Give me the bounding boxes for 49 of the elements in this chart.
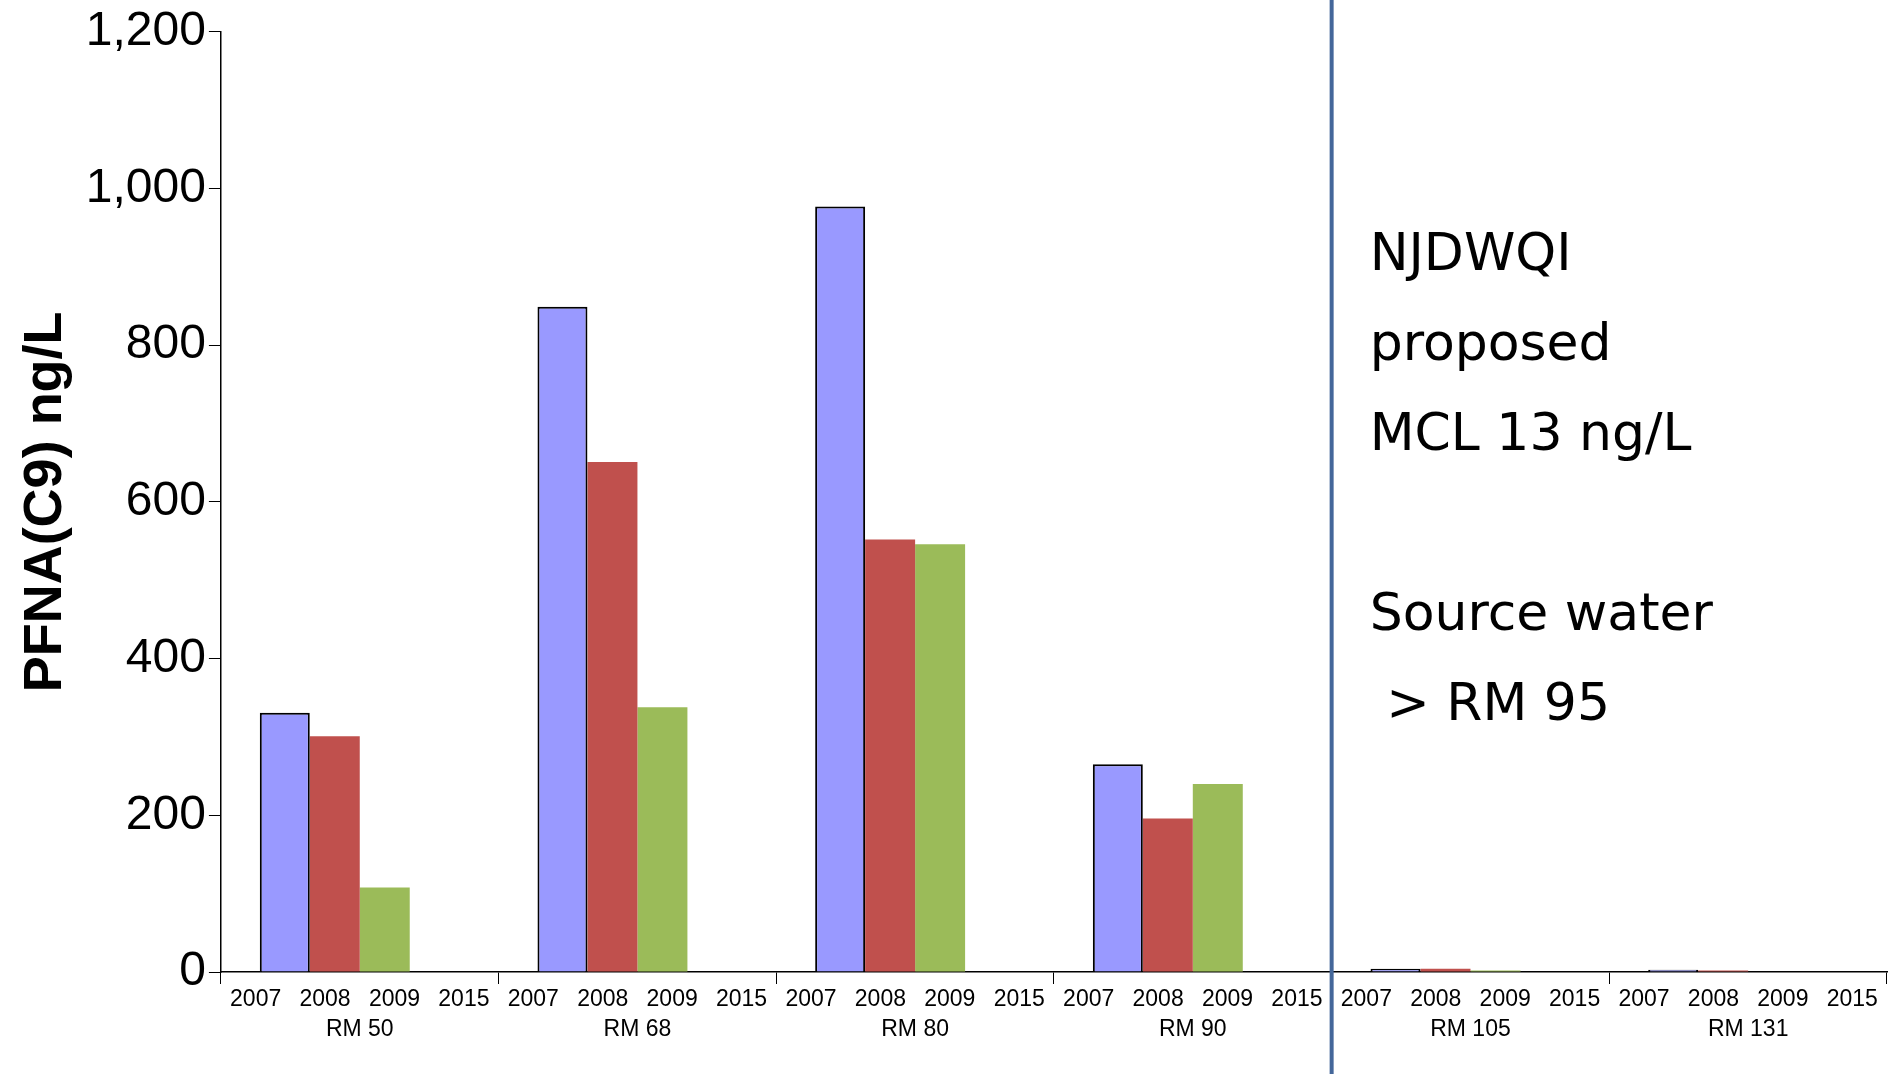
text: 2007	[1340, 984, 1392, 1011]
y-tick-label: 400	[125, 628, 206, 682]
text: 2007	[1063, 984, 1115, 1011]
bar	[865, 539, 916, 972]
text: 2015	[1271, 984, 1323, 1011]
y-axis-title: PFNA(C9) ng/L	[12, 311, 73, 693]
text: 2009	[924, 984, 976, 1011]
text: 2009	[646, 984, 698, 1011]
bar	[1142, 818, 1193, 972]
x-tick-label: RM 68	[603, 1014, 672, 1041]
text: 2009	[1479, 984, 1531, 1011]
text: 2008	[1687, 984, 1740, 1011]
text: 2015	[438, 984, 490, 1011]
series-label: 2008	[299, 984, 351, 1011]
text: 2007	[507, 984, 559, 1011]
x-tick-label: RM 50	[325, 1014, 394, 1041]
text: 2015	[1549, 984, 1601, 1011]
y-tick-label: 600	[125, 472, 206, 526]
text: 2008	[1410, 984, 1462, 1011]
text: 2015	[1826, 984, 1878, 1011]
bar	[1192, 783, 1243, 972]
y-tick-label: 0	[179, 942, 206, 996]
text: 2009	[1757, 984, 1809, 1011]
text: 2009	[1201, 984, 1254, 1011]
bar	[1420, 968, 1471, 972]
annotation: Source water > RM 95	[1369, 582, 1714, 732]
bar	[587, 461, 638, 972]
bar	[359, 887, 410, 972]
bar	[637, 707, 688, 972]
y-tick-label: 200	[125, 785, 206, 839]
x-tick-label: RM 105	[1430, 1014, 1511, 1041]
text: 2007	[1618, 984, 1670, 1011]
series-label: 2007	[230, 984, 282, 1011]
text: 2008	[577, 984, 629, 1011]
bar	[309, 736, 360, 972]
text: 2008	[1132, 984, 1184, 1011]
text: 2015	[715, 984, 768, 1011]
y-tick-label: 1,200	[85, 2, 206, 56]
series-label: 2009	[368, 984, 421, 1011]
annotation: NJDWQI proposed MCL 13 ng/L	[1369, 222, 1692, 462]
x-tick-label: RM 131	[1707, 1014, 1789, 1041]
text: 2015	[993, 984, 1045, 1011]
x-tick-label: RM 90	[1158, 1014, 1227, 1041]
bar	[915, 544, 966, 972]
text: 2008	[854, 984, 906, 1011]
y-tick-label: 800	[125, 315, 206, 369]
y-tick-label: 1,000	[85, 158, 206, 212]
text: 2007	[785, 984, 837, 1011]
x-tick-label: RM 80	[881, 1014, 949, 1041]
